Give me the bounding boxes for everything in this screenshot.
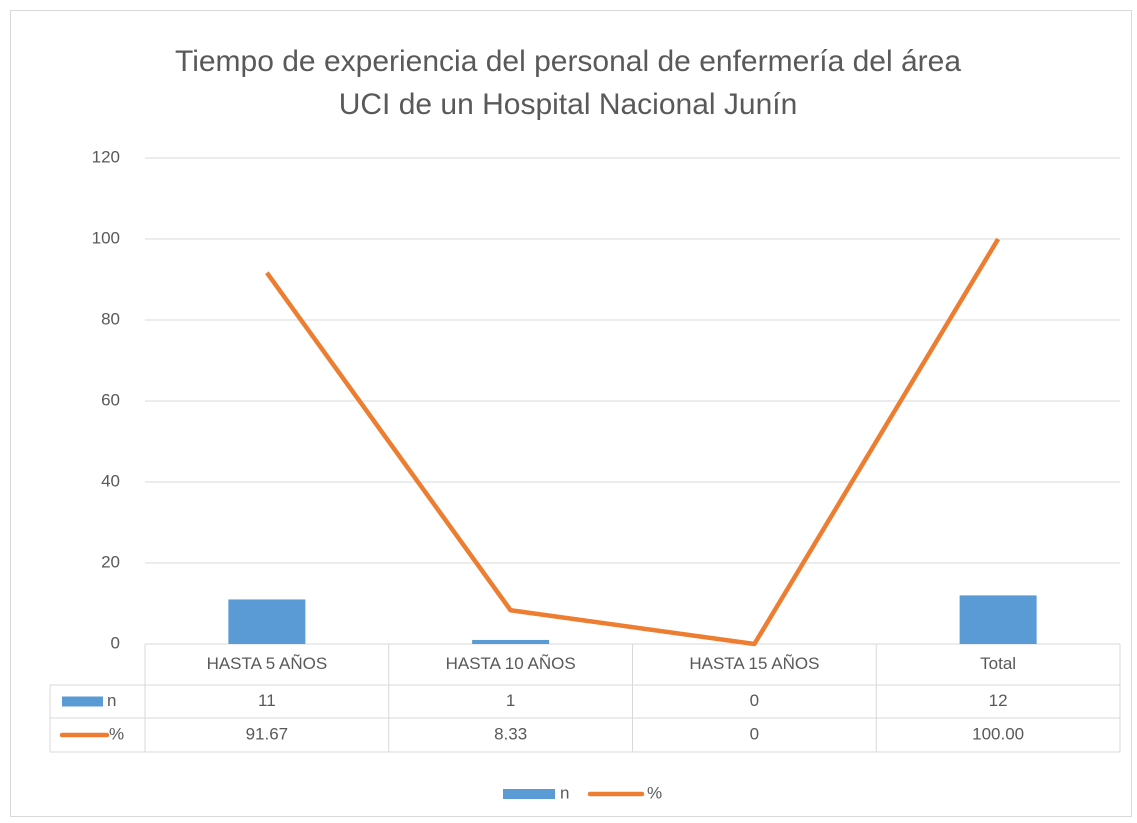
chart-frame xyxy=(10,10,1132,817)
chart-title: Tiempo de experiencia del personal de en… xyxy=(174,45,962,121)
y-tick-label: 100 xyxy=(92,228,120,247)
bar xyxy=(472,639,550,644)
table-series-name: n xyxy=(107,691,116,710)
table-cell: 11 xyxy=(258,691,276,710)
table-cell: 91.67 xyxy=(246,724,289,743)
line xyxy=(265,237,1001,647)
y-tick-label: 0 xyxy=(111,633,120,652)
y-tick-label: 120 xyxy=(92,147,120,166)
table-series-name: % xyxy=(109,724,124,743)
bar xyxy=(228,599,306,644)
x-tick-label: HASTA 10 AÑOS xyxy=(446,654,576,673)
table-legend-key xyxy=(62,696,103,707)
table-cell: 12 xyxy=(989,691,1008,710)
table-cell: 0 xyxy=(750,724,759,743)
x-tick-label: HASTA 5 AÑOS xyxy=(207,654,328,673)
y-tick-label: 60 xyxy=(101,390,120,409)
table-cell: 0 xyxy=(750,691,759,710)
legend-key xyxy=(503,789,555,799)
y-tick-label: 80 xyxy=(101,309,120,328)
table-cell: 1 xyxy=(506,691,515,710)
table-cell: 100.00 xyxy=(972,724,1024,743)
y-tick-label: 20 xyxy=(101,552,120,571)
bar xyxy=(959,595,1037,644)
legend-label: n xyxy=(560,783,569,802)
x-tick-label: Total xyxy=(980,654,1016,673)
x-tick-label: HASTA 15 AÑOS xyxy=(689,654,819,673)
legend-label: % xyxy=(647,783,662,802)
table-cell: 8.33 xyxy=(494,724,527,743)
y-tick-label: 40 xyxy=(101,471,120,490)
